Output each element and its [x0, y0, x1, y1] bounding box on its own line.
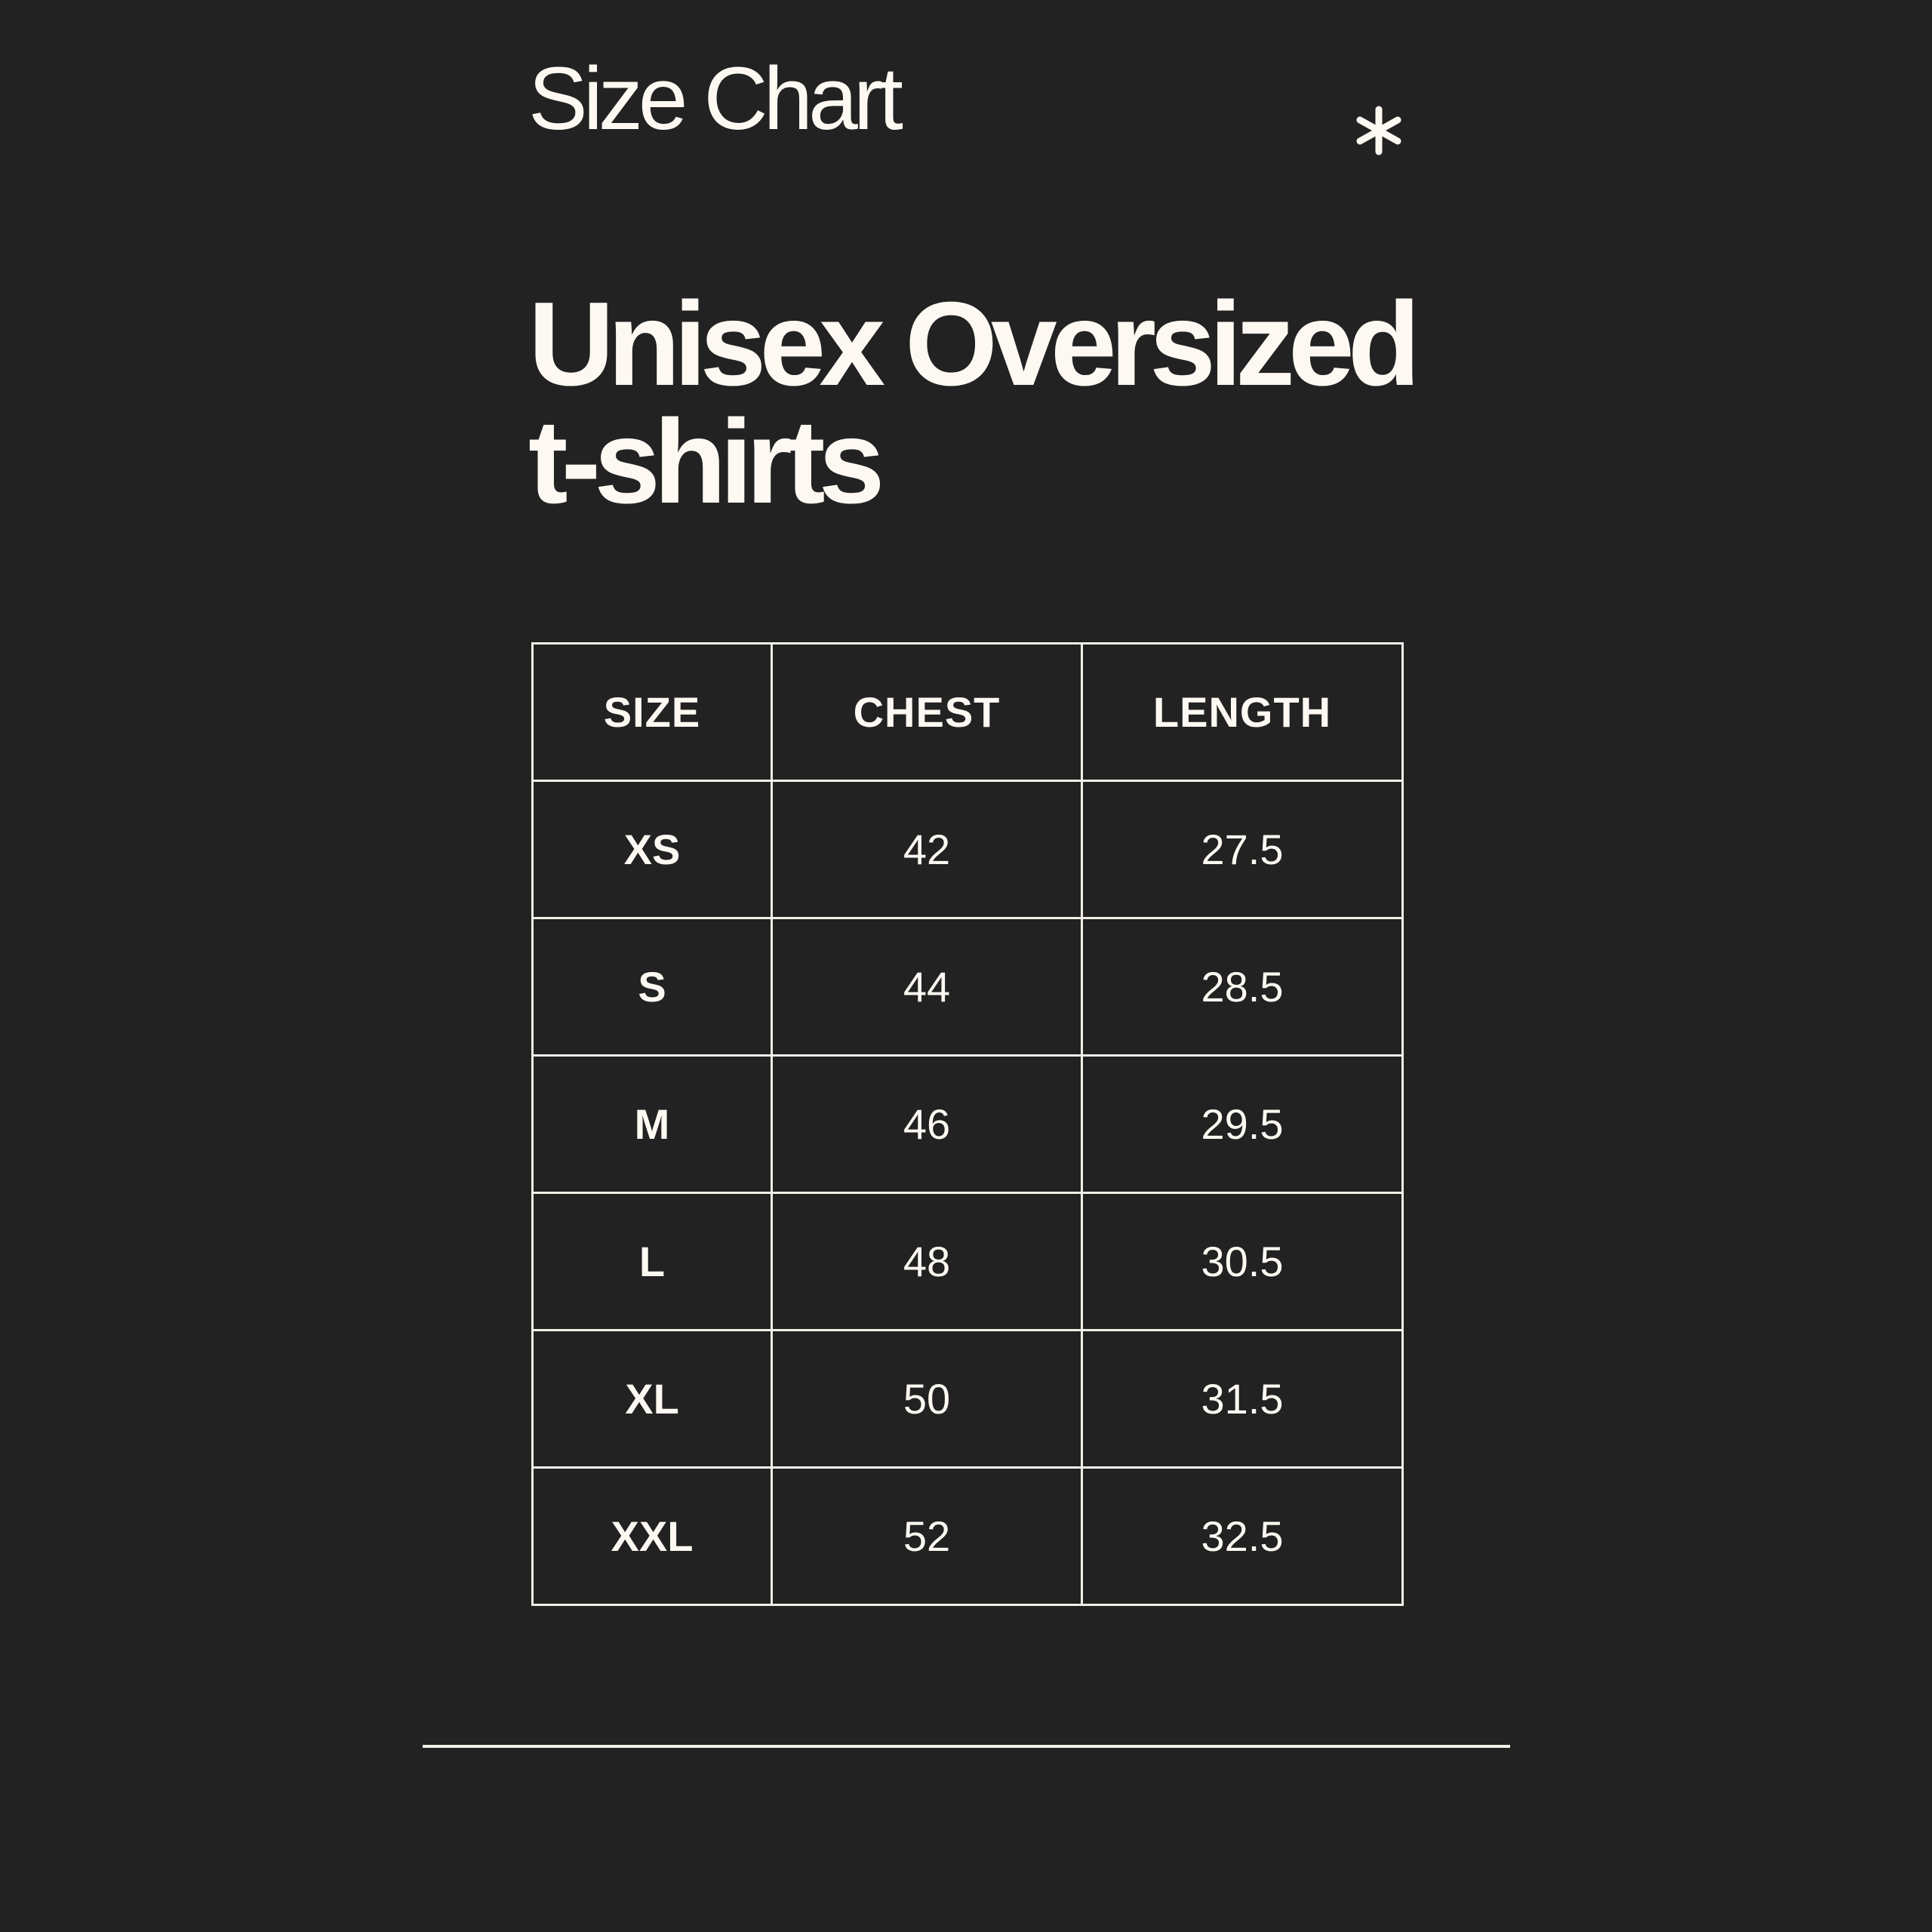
- table-row: XL 50 31.5: [531, 1329, 1404, 1469]
- size-table: SIZE CHEST LENGTH XS 42 27.5 S 44 28.5 M 46 29.5…: [531, 642, 1404, 1606]
- chest-cell: 44: [771, 917, 1083, 1057]
- page-title: Unisex Oversized t-shirts: [528, 285, 1420, 521]
- chest-cell: 46: [771, 1054, 1083, 1194]
- table-row: XXL 52 32.5: [531, 1466, 1404, 1606]
- chest-cell: 42: [771, 780, 1083, 919]
- chest-cell: 48: [771, 1192, 1083, 1331]
- size-cell: L: [531, 1192, 773, 1331]
- size-cell: XS: [531, 780, 773, 919]
- length-cell: 30.5: [1081, 1192, 1404, 1331]
- column-header-length: LENGTH: [1081, 642, 1404, 782]
- divider-line: [423, 1745, 1510, 1748]
- title-line-2: t-shirts: [528, 395, 884, 528]
- table-row: S 44 28.5: [531, 917, 1404, 1057]
- size-chart-label: Size Chart: [528, 49, 903, 149]
- table-row: XS 42 27.5: [531, 780, 1404, 919]
- chest-cell: 52: [771, 1466, 1083, 1606]
- length-cell: 29.5: [1081, 1054, 1404, 1194]
- size-cell: M: [531, 1054, 773, 1194]
- column-header-size: SIZE: [531, 642, 773, 782]
- length-cell: 27.5: [1081, 780, 1404, 919]
- size-cell: XL: [531, 1329, 773, 1469]
- length-cell: 31.5: [1081, 1329, 1404, 1469]
- size-cell: S: [531, 917, 773, 1057]
- length-cell: 32.5: [1081, 1466, 1404, 1606]
- table-row: L 48 30.5: [531, 1192, 1404, 1331]
- title-line-1: Unisex Oversized: [528, 278, 1420, 411]
- size-cell: XXL: [531, 1466, 773, 1606]
- chest-cell: 50: [771, 1329, 1083, 1469]
- length-cell: 28.5: [1081, 917, 1404, 1057]
- table-row: M 46 29.5: [531, 1054, 1404, 1194]
- table-header-row: SIZE CHEST LENGTH: [531, 642, 1404, 782]
- column-header-chest: CHEST: [771, 642, 1083, 782]
- asterisk-icon: [1356, 106, 1401, 155]
